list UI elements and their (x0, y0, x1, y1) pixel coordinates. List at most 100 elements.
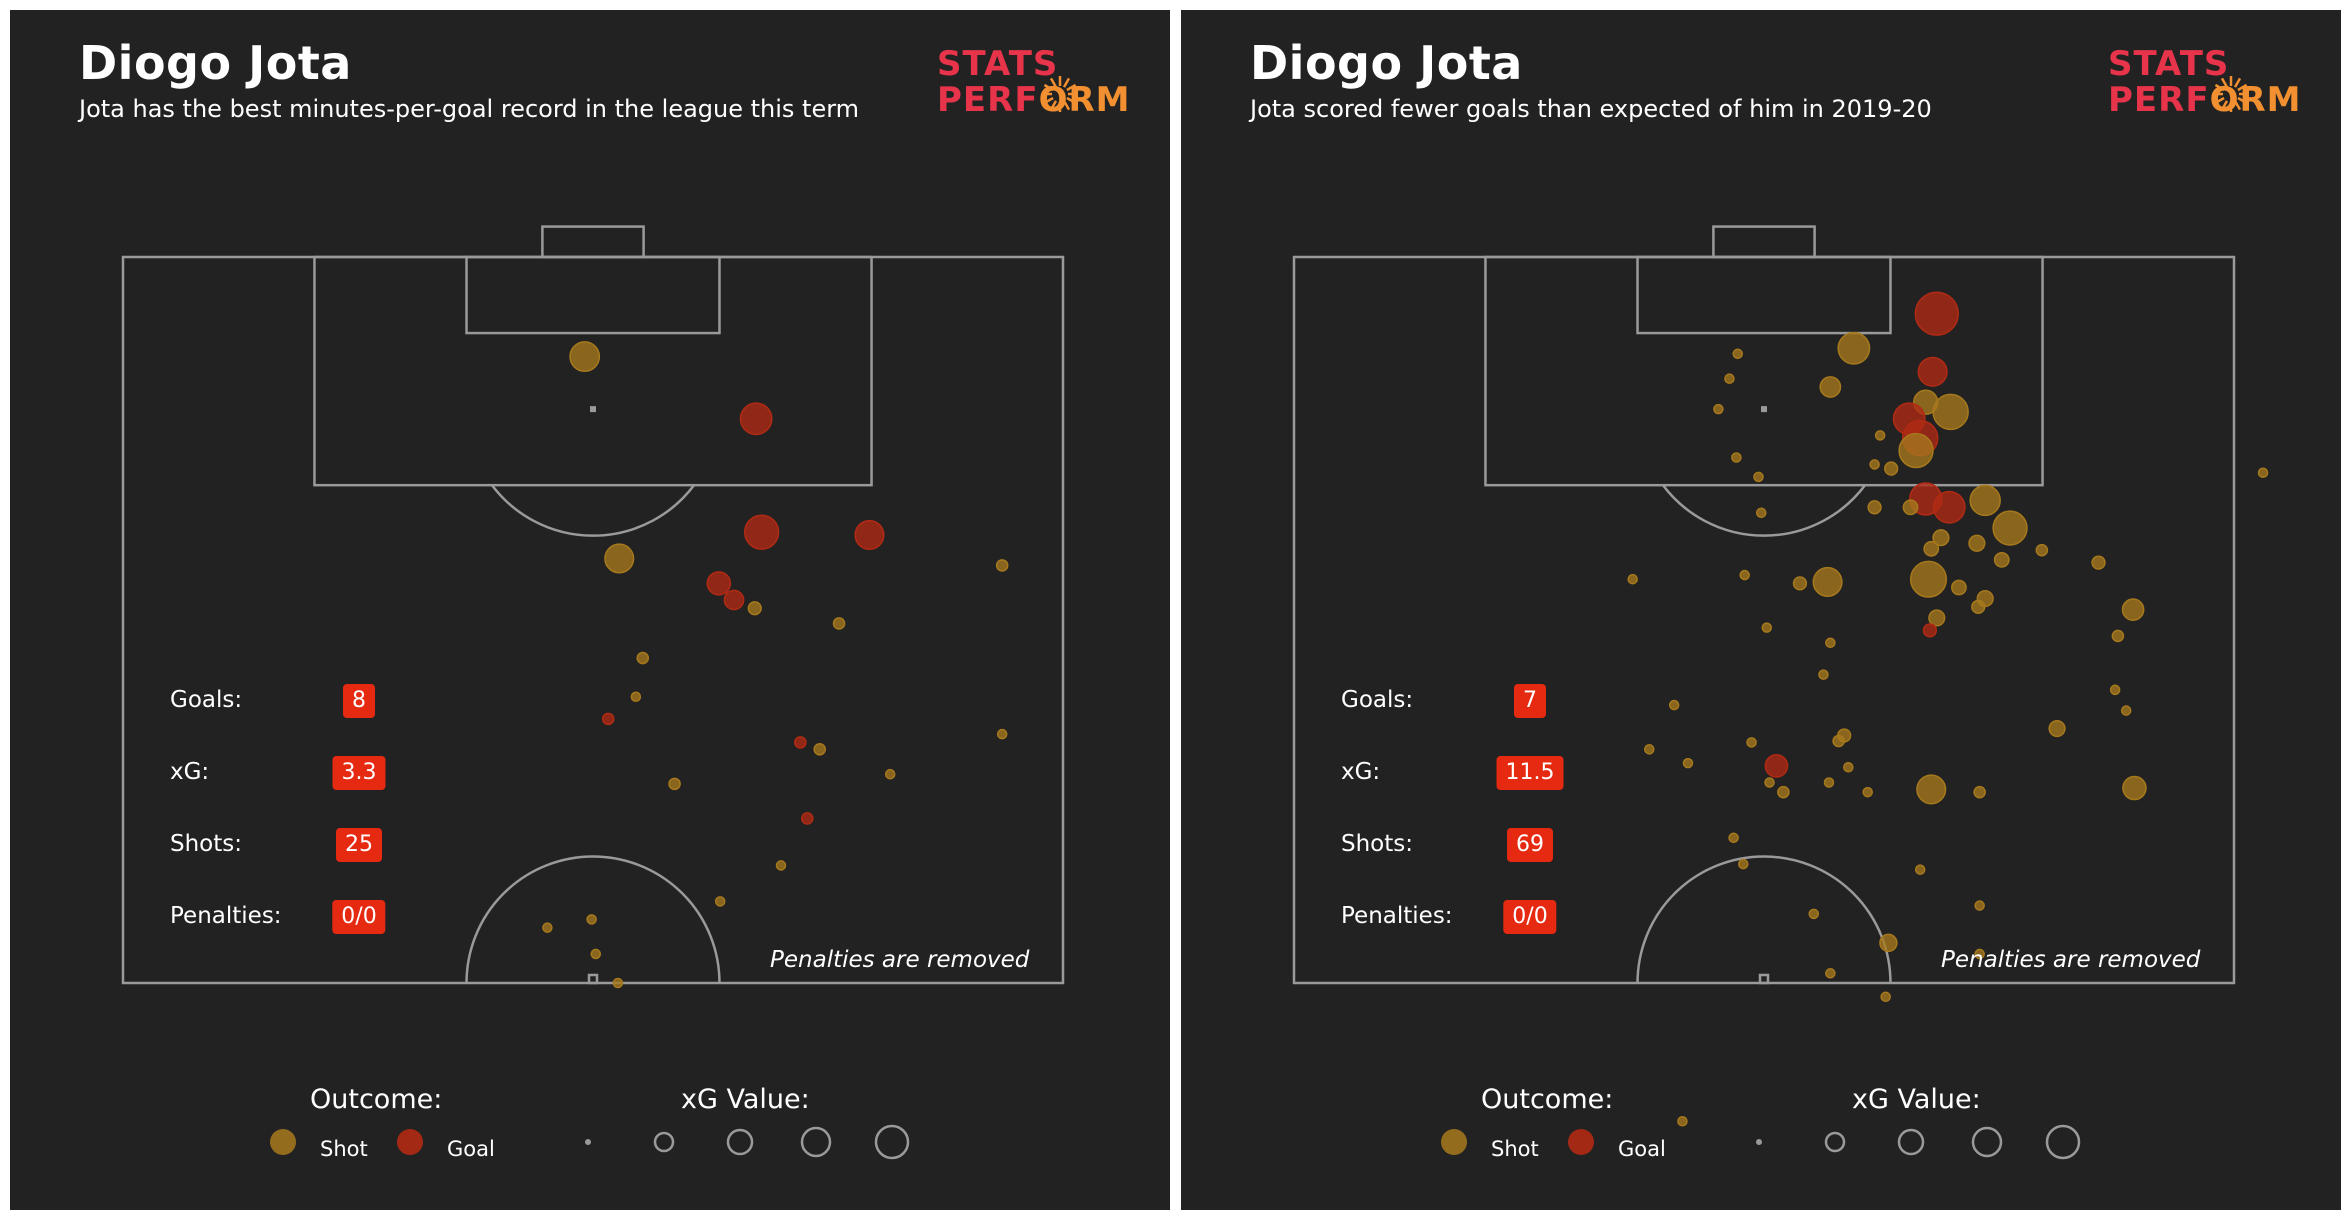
goal-marker (739, 402, 773, 436)
logo-ray (2220, 77, 2229, 88)
xg-size-marker (2045, 1124, 2081, 1160)
shot-marker (1837, 331, 1871, 365)
shot-marker (747, 601, 762, 616)
six-yard-box (465, 255, 721, 335)
penalties-note: Penalties are removed (770, 947, 1030, 973)
goals-value: 8 (343, 684, 375, 718)
shot-marker (2091, 555, 2106, 570)
shot-marker (1916, 774, 1947, 805)
shot-marker (1823, 777, 1835, 788)
xg-size-marker (1756, 1139, 1762, 1145)
shot-marker (590, 948, 602, 960)
goal-marker (743, 514, 780, 550)
penalties-value: 0/0 (1503, 900, 1557, 934)
shot-marker (1862, 786, 1873, 798)
legend-goal-label: Goal (447, 1137, 495, 1161)
xg-size-marker (1824, 1131, 1846, 1153)
shot-marker (714, 896, 726, 907)
logo-ray (2237, 83, 2248, 92)
chart-subtitle: Jota scored fewer goals than expected of… (1250, 95, 1932, 123)
shot-marker (1968, 534, 1986, 552)
chart-subtitle: Jota has the best minutes-per-goal recor… (79, 95, 860, 123)
outcome-legend-title: Outcome: (310, 1084, 443, 1115)
penalty-arc (1661, 484, 1867, 537)
xg-size-marker (726, 1128, 754, 1156)
shot-marker (1837, 728, 1852, 743)
penalty-arc (490, 484, 696, 537)
shot-marker (1993, 551, 2010, 568)
outcome-legend-title: Outcome: (1481, 1084, 1614, 1115)
logo-starburst (2213, 76, 2249, 112)
goals-label: Goals: (1341, 687, 1414, 713)
logo-ray (1066, 83, 1077, 92)
logo-ray (1049, 77, 1058, 88)
logo-starburst (1042, 76, 1078, 112)
chart-title: Diogo Jota (79, 36, 352, 90)
legend-shot-marker (1441, 1129, 1467, 1155)
shot-marker (1753, 471, 1764, 483)
penalties-value: 0/0 (332, 900, 386, 934)
goal (541, 225, 645, 259)
shot-marker (1739, 569, 1750, 581)
shot-marker (884, 768, 896, 780)
shot-marker (1923, 540, 1940, 557)
shot-marker (1902, 499, 1919, 516)
shot-marker (1884, 461, 1899, 476)
shots-label: Shots: (1341, 831, 1413, 857)
shot-marker (2109, 684, 2121, 696)
shot-marker (2048, 719, 2066, 738)
stats-perform-logo: STATS PERFORM (2108, 44, 2302, 120)
chart-title: Diogo Jota (1250, 36, 1523, 90)
shot-marker (1909, 560, 1948, 598)
shot-marker (995, 559, 1009, 572)
shot-marker (2120, 705, 2132, 716)
shot-marker (1643, 744, 1655, 755)
shot-marker (813, 743, 826, 756)
shot-marker (1874, 430, 1886, 441)
goal (1712, 225, 1816, 259)
goal-marker (794, 736, 807, 749)
legend-shot-marker (270, 1129, 296, 1155)
shot-marker (636, 651, 650, 665)
shot-marker (1792, 576, 1808, 591)
shot-marker (1746, 737, 1757, 748)
shot-marker (1713, 403, 1724, 415)
logo-ray (1062, 77, 1071, 88)
shot-marker (1973, 785, 1986, 799)
goals-label: Goals: (170, 687, 243, 713)
goals-value: 7 (1514, 684, 1546, 718)
centre-spot (587, 973, 599, 985)
logo-ray (1066, 96, 1077, 105)
stats-perform-logo: STATS PERFORM (937, 44, 1131, 120)
penalties-label: Penalties: (1341, 903, 1453, 929)
shot-marker (1731, 452, 1742, 463)
penalties-label: Penalties: (170, 903, 282, 929)
shot-marker (2035, 543, 2049, 557)
logo-ray (1043, 96, 1054, 105)
shot-marker (2122, 775, 2147, 801)
legend-goal-label: Goal (1618, 1137, 1666, 1161)
xg-size-marker (1897, 1128, 1925, 1156)
goal-marker (1932, 490, 1966, 524)
xg-label: xG: (170, 759, 210, 785)
shot-marker (1737, 858, 1749, 870)
logo-ray (2220, 100, 2229, 111)
shot-marker (604, 543, 635, 574)
goal-marker (800, 812, 814, 825)
shot-marker (1724, 373, 1735, 384)
shot-marker (1914, 864, 1926, 875)
shot-marker (569, 341, 601, 372)
penalty-area (1484, 255, 2044, 487)
shot-marker (1969, 484, 2001, 517)
shot-marker (2121, 598, 2145, 621)
legend-goal-marker (397, 1129, 423, 1155)
pitch-boundary (1292, 255, 2236, 985)
shot-marker (1777, 785, 1790, 799)
goal-marker (1922, 623, 1938, 638)
shot-marker (1819, 376, 1842, 398)
goal-marker (1914, 291, 1960, 336)
logo-ray (2233, 77, 2242, 88)
shot-marker (1971, 599, 1986, 615)
shot-marker (832, 617, 846, 630)
legend-shot-label: Shot (1491, 1137, 1539, 1161)
